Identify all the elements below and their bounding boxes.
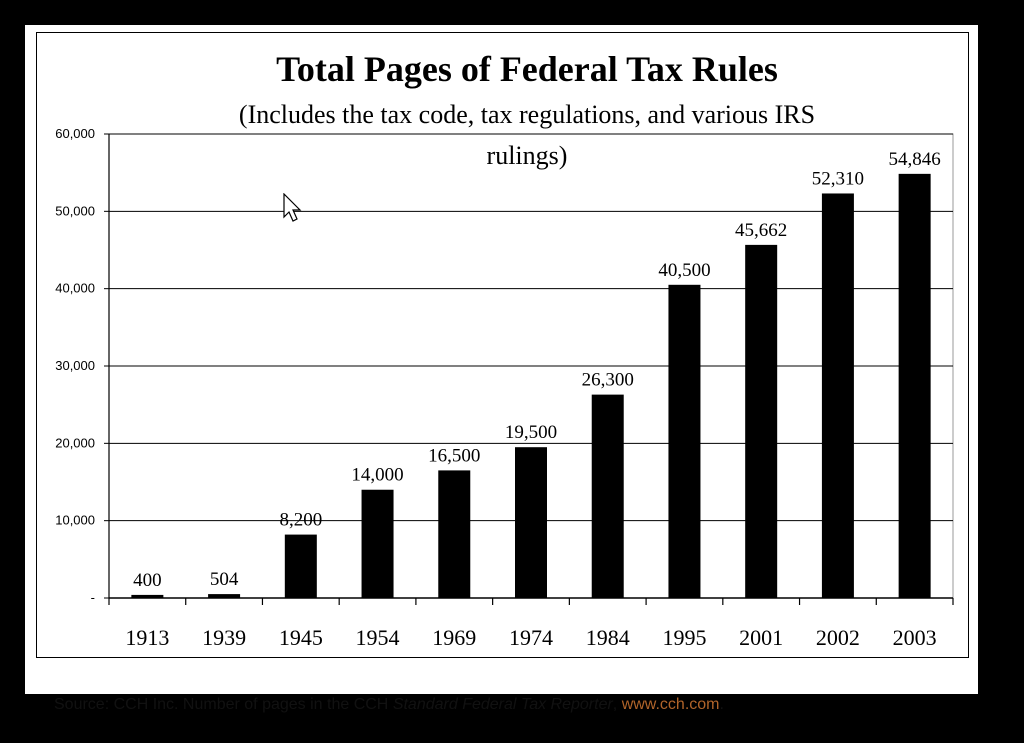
data-label-1995: 40,500 bbox=[658, 260, 710, 281]
bar-1939 bbox=[208, 594, 241, 598]
data-label-1969: 16,500 bbox=[428, 445, 480, 466]
source-note: Source: CCH Inc. Number of pages in the … bbox=[54, 696, 724, 714]
axes: - 10,000 20,000 30,000 40,000 50,000 60,000 191… bbox=[55, 126, 954, 650]
bar-1945 bbox=[284, 534, 317, 598]
x-tick-label-1939: 1939 bbox=[202, 625, 246, 650]
source-suffix: . bbox=[719, 696, 724, 713]
y-tick-label: 50,000 bbox=[55, 203, 95, 218]
chart-subtitle-line1: (Includes the tax code, tax regulations,… bbox=[239, 100, 815, 129]
x-tick-label-1954: 1954 bbox=[356, 625, 400, 650]
source-publication: Standard Federal Tax Reporter bbox=[392, 696, 613, 713]
x-tick-label-1913: 1913 bbox=[125, 625, 169, 650]
data-label-1954: 14,000 bbox=[351, 465, 403, 486]
bar-2003 bbox=[898, 173, 931, 598]
data-label-1945: 8,200 bbox=[279, 510, 322, 531]
mouse-cursor-icon bbox=[283, 193, 302, 222]
data-label-2001: 45,662 bbox=[735, 220, 787, 241]
y-tick-label: - bbox=[91, 590, 95, 605]
bar-1974 bbox=[515, 447, 547, 598]
chart-subtitle-line2: rulings) bbox=[487, 141, 568, 170]
bar-1995 bbox=[668, 284, 701, 598]
source-prefix: Source: CCH Inc. Number of pages in the … bbox=[54, 696, 393, 713]
data-label-2003: 54,846 bbox=[889, 149, 941, 170]
bar-1969 bbox=[438, 470, 471, 598]
data-labels: 400 504 8,200 14,000 16,500 19,500 26,300 40,50… bbox=[133, 149, 941, 591]
data-label-1939: 504 bbox=[210, 569, 239, 590]
data-label-1974: 19,500 bbox=[505, 422, 557, 443]
y-tick-label: 40,000 bbox=[55, 281, 95, 296]
source-link[interactable]: www.cch.com bbox=[621, 696, 720, 713]
x-tick-label-1974: 1974 bbox=[509, 625, 553, 650]
data-label-2002: 52,310 bbox=[812, 168, 864, 189]
data-label-1913: 400 bbox=[133, 570, 162, 591]
x-tick-label-1995: 1995 bbox=[662, 625, 706, 650]
x-tick-label-2003: 2003 bbox=[893, 625, 937, 650]
bar-2002 bbox=[821, 193, 854, 598]
chart-frame: Total Pages of Federal Tax Rules (Includ… bbox=[36, 32, 969, 658]
bar-2001 bbox=[745, 244, 778, 598]
bar-1954 bbox=[361, 489, 394, 598]
x-tick-label-2002: 2002 bbox=[816, 625, 860, 650]
bars bbox=[131, 173, 931, 598]
bar-chart: Total Pages of Federal Tax Rules (Includ… bbox=[55, 49, 954, 650]
data-label-1984: 26,300 bbox=[582, 370, 634, 391]
x-tick-label-1945: 1945 bbox=[279, 625, 323, 650]
bar-1913 bbox=[131, 594, 164, 598]
x-tick-label-1984: 1984 bbox=[586, 625, 630, 650]
x-tick-label-2001: 2001 bbox=[739, 625, 783, 650]
chart-title: Total Pages of Federal Tax Rules bbox=[276, 49, 778, 89]
x-tick-label-1969: 1969 bbox=[432, 625, 476, 650]
source-separator: , bbox=[612, 696, 622, 713]
y-tick-label: 10,000 bbox=[55, 513, 95, 528]
y-tick-label: 20,000 bbox=[55, 435, 95, 450]
y-tick-label: 30,000 bbox=[55, 358, 95, 373]
bar-1984 bbox=[591, 394, 624, 598]
y-tick-label: 60,000 bbox=[55, 126, 95, 141]
slide: Total Pages of Federal Tax Rules (Includ… bbox=[25, 25, 978, 713]
